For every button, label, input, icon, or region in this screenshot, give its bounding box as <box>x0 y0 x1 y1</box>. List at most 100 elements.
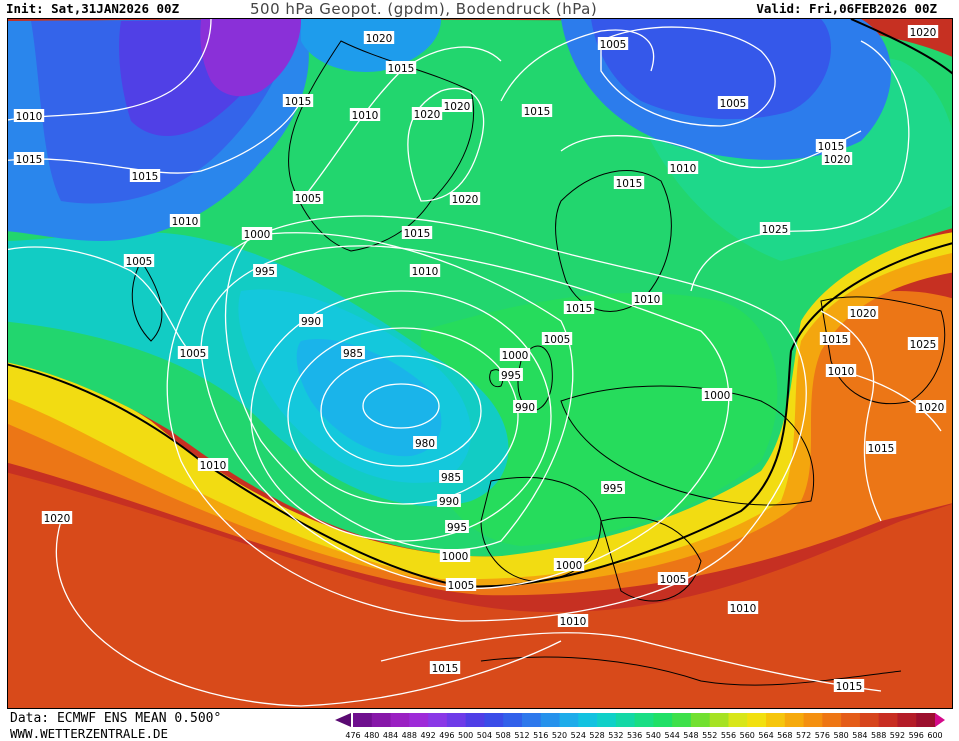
pressure-label: 1010 <box>730 603 757 615</box>
legend-tick-label: 492 <box>420 731 435 739</box>
legend-swatch <box>521 713 542 727</box>
pressure-label: 1020 <box>918 402 945 414</box>
legend-swatch <box>859 713 880 727</box>
legend-tick-label: 476 <box>345 731 360 739</box>
pressure-label-bg <box>865 441 897 454</box>
pressure-label-bg <box>253 264 277 277</box>
pressure-label: 1000 <box>704 390 731 402</box>
pressure-label: 1020 <box>850 308 877 320</box>
pressure-label-bg <box>541 332 573 345</box>
isobar-1015-north <box>500 29 655 102</box>
legend-tick-label: 572 <box>796 731 811 739</box>
legend-swatch <box>634 713 654 727</box>
legend-tick-label: 500 <box>458 731 473 739</box>
pressure-label: 1015 <box>388 63 415 75</box>
legend-tick-label: 552 <box>702 731 717 739</box>
pressure-label-bg <box>833 679 865 692</box>
pressure-label-bg <box>169 214 201 227</box>
legend-swatch <box>672 713 692 727</box>
pressure-label: 1020 <box>366 33 393 45</box>
pressure-label: 1015 <box>616 178 643 190</box>
legend-tick-label: 596 <box>909 731 924 739</box>
pressure-label: 1000 <box>556 560 583 572</box>
pressure-label-bg <box>129 169 161 182</box>
legend-tick-label: 564 <box>758 731 773 739</box>
legend-swatch <box>390 713 410 727</box>
isobar-1020-e <box>690 40 910 292</box>
pressure-label-bg <box>847 306 879 319</box>
pressure-label: 1015 <box>818 141 845 153</box>
pressure-label: 990 <box>515 402 535 414</box>
legend-tick-label: 568 <box>777 731 792 739</box>
pressure-label: 1015 <box>868 443 895 455</box>
isobar-995 <box>250 290 552 542</box>
pressure-label-bg <box>13 152 45 165</box>
pressure-label-bg <box>41 511 73 524</box>
isobar-1005 <box>200 245 730 590</box>
isobar-1005-w <box>8 246 192 354</box>
pressure-label: 1010 <box>828 366 855 378</box>
legend-swatch <box>503 713 523 727</box>
legend-tick-label: 548 <box>683 731 698 739</box>
legend-tick-label: 484 <box>383 731 398 739</box>
pressure-label-bg <box>429 661 461 674</box>
pressure-label-bg <box>409 264 441 277</box>
legend-tick-label: 516 <box>533 731 548 739</box>
isobar-990 <box>287 327 519 505</box>
pressure-label: 1015 <box>836 681 863 693</box>
isobar-1020-greenland <box>407 87 485 202</box>
isobar-1020-sw <box>55 520 562 707</box>
legend-swatch <box>916 713 936 727</box>
pressure-label: 1020 <box>444 101 471 113</box>
pressure-label-bg <box>413 436 437 449</box>
pressure-label-bg <box>449 192 481 205</box>
pressure-label: 1005 <box>126 256 153 268</box>
pressure-label-bg <box>177 346 209 359</box>
valid-time: Valid: Fri,06FEB2026 00Z <box>756 1 937 16</box>
legend-tick-label: 504 <box>477 731 492 739</box>
pressure-label-bg <box>513 400 537 413</box>
pressure-label-bg <box>717 96 749 109</box>
pressure-label-bg <box>907 337 939 350</box>
legend-tick-label: 532 <box>608 731 623 739</box>
pressure-label-bg <box>411 107 443 120</box>
legend-swatch <box>728 713 748 727</box>
legend-arrow-right <box>935 713 945 727</box>
pressure-label-bg <box>349 108 381 121</box>
legend-swatch <box>559 713 579 727</box>
pressure-label-bg <box>499 348 531 361</box>
band-584 <box>8 472 952 708</box>
pressure-label: 1010 <box>560 616 587 628</box>
pressure-label: 1010 <box>634 294 661 306</box>
legend-swatch <box>353 713 373 727</box>
pressure-labels: 1020 1020 1015 1005 1015 1010 1010 1020 1020 1015… <box>13 25 947 693</box>
isobar-1015-nw <box>8 100 302 174</box>
legend-tick-label: 508 <box>496 731 511 739</box>
pressure-label: 985 <box>441 472 461 484</box>
isobar-985 <box>320 355 482 467</box>
map-title: 500 hPa Geopot. (gpdm), Bodendruck (hPa) <box>250 0 598 18</box>
pressure-label: 1020 <box>452 194 479 206</box>
legend-tick-label: 580 <box>833 731 848 739</box>
legend-swatch <box>484 713 504 727</box>
map-footer: Data: ECMWF ENS MEAN 0.500° WWW.WETTERZE… <box>0 710 959 741</box>
legend-swatch <box>371 713 392 727</box>
legend-tick-label: 584 <box>852 731 867 739</box>
pressure-label: 1005 <box>180 348 207 360</box>
pressure-label-bg <box>401 226 433 239</box>
isobars <box>8 19 942 707</box>
pressure-label: 1010 <box>352 110 379 122</box>
pressure-label-bg <box>727 601 759 614</box>
legend-swatch <box>803 713 823 727</box>
legend-swatch <box>747 713 767 727</box>
pressure-label: 1020 <box>44 513 71 525</box>
pressure-label-bg <box>197 458 229 471</box>
pressure-label-bg <box>821 152 853 165</box>
data-source-label: Data: ECMWF ENS MEAN 0.500° <box>10 711 222 726</box>
legend-swatch <box>653 713 673 727</box>
pressure-label: 1015 <box>524 106 551 118</box>
color-legend: 476 480 484 488 492 496 500 504 508 512 516 520 524 5… <box>335 713 945 739</box>
pressure-label-bg <box>701 388 733 401</box>
weather-map: 1020 1020 1015 1005 1015 1010 1010 1020 1020 1015… <box>7 18 953 709</box>
pressure-label: 980 <box>415 438 435 450</box>
